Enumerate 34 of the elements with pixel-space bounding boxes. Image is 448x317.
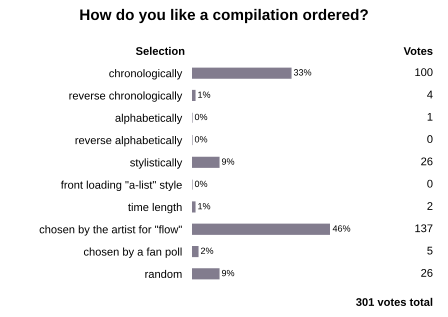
text: 26	[421, 268, 433, 277]
data-label: 2%	[200, 248, 214, 254]
data-label: 0%	[194, 136, 208, 142]
data-label: 1%	[198, 92, 210, 98]
text: 26	[421, 157, 433, 166]
text: Selection	[136, 46, 184, 55]
y-tick-label: stylistically	[130, 158, 182, 169]
y-tick-label: chosen by the artist for "flow"	[40, 225, 182, 236]
y-tick-label: random	[145, 270, 182, 278]
y-tick-label: time length	[128, 202, 182, 214]
data-label: 33%	[294, 69, 312, 76]
data-label: 9%	[222, 158, 234, 165]
data-label: 0%	[194, 180, 208, 188]
text: 1	[428, 112, 432, 121]
data-label: 46%	[332, 225, 350, 232]
data-label: 1%	[198, 203, 210, 210]
y-tick-label: chosen by a fan poll	[84, 248, 182, 258]
text: Votes	[404, 47, 433, 55]
text: 0	[427, 135, 433, 144]
text: 4	[427, 90, 433, 98]
text: 0	[427, 180, 433, 188]
text: 301 votes total	[356, 298, 432, 306]
y-tick-label: alphabetically	[115, 114, 182, 124]
y-tick-label: reverse chronologically	[69, 91, 182, 102]
y-tick-label: front loading "a-list" style	[60, 180, 182, 191]
text: 100	[415, 68, 433, 76]
y-tick-label: reverse alphabetically	[76, 136, 182, 146]
data-label: 0%	[194, 114, 208, 120]
text: 5	[427, 246, 433, 255]
y-tick-label: chronologically	[109, 69, 182, 80]
data-label: 9%	[222, 270, 234, 276]
text: 137	[415, 224, 432, 232]
text: 2	[427, 202, 432, 210]
chart-title: How do you like a compilation ordered?	[80, 8, 368, 24]
